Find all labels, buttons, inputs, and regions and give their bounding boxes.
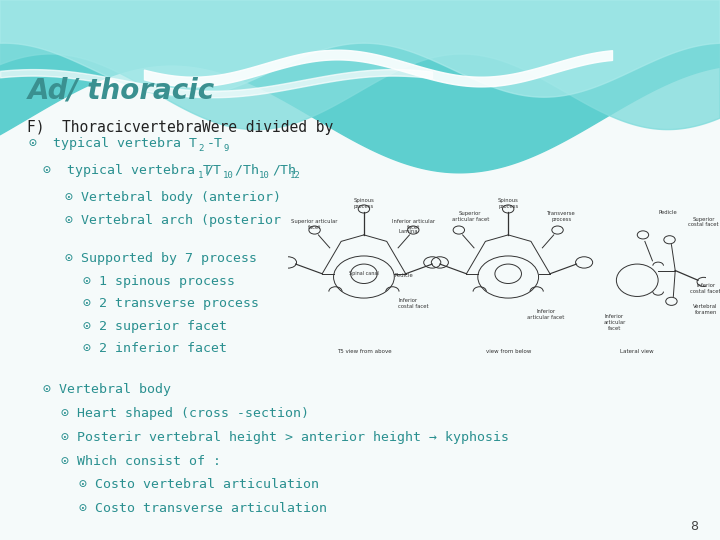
Text: ⊙ 2 superior facet: ⊙ 2 superior facet [83,320,227,333]
Text: ⊙ Vertebral body (anterior): ⊙ Vertebral body (anterior) [65,191,281,204]
Text: ⊙  typical vertebra T: ⊙ typical vertebra T [29,137,197,150]
Text: Transverse
costal facet: Transverse costal facet [0,539,1,540]
Text: 9: 9 [224,144,229,153]
Text: Superior
articular facet: Superior articular facet [451,211,489,222]
Text: 1: 1 [198,171,203,180]
Text: Lateral view: Lateral view [621,349,654,354]
Text: ⊙  typical vertebra T: ⊙ typical vertebra T [43,164,211,177]
Text: ⊙ Supported by 7 process: ⊙ Supported by 7 process [65,252,257,265]
Text: Pedicle: Pedicle [395,273,413,278]
Text: Lamina: Lamina [398,229,418,234]
Text: /Th: /Th [272,164,296,177]
Text: F)  ThoracicvertebraWere divided by: F) ThoracicvertebraWere divided by [27,120,333,136]
Text: Vertebral
foramen: Vertebral foramen [693,304,718,315]
Text: Spinous
process: Spinous process [498,198,518,209]
Text: Inferior
costal facet: Inferior costal facet [398,298,428,309]
Text: ⊙ 2 transverse process: ⊙ 2 transverse process [83,297,258,310]
Text: Spinous
process: Spinous process [354,198,374,209]
Text: ⊙ 1 spinous process: ⊙ 1 spinous process [83,275,235,288]
Text: Inferior
articular
facet: Inferior articular facet [603,314,626,330]
Text: Inferior
articular facet: Inferior articular facet [528,309,565,320]
Text: Inferior articular
facet: Inferior articular facet [392,219,435,230]
Text: 2: 2 [198,144,203,153]
Text: ⊙ Heart shaped (cross -section): ⊙ Heart shaped (cross -section) [61,407,309,420]
Text: ⊙ Posterir vertebral height > anterior height → kyphosis: ⊙ Posterir vertebral height > anterior h… [61,431,509,444]
Text: 10: 10 [222,171,233,180]
Text: Superior articular
facet: Superior articular facet [292,219,338,230]
Text: ⊙ Vertebral body: ⊙ Vertebral body [43,383,171,396]
Text: /Th: /Th [235,164,267,177]
Text: ⊙ Costo transverse articulation: ⊙ Costo transverse articulation [79,502,327,515]
Text: Ad/ thoracic: Ad/ thoracic [27,77,215,105]
Text: 8: 8 [690,520,698,533]
Text: ⊙ 2 inferior facet: ⊙ 2 inferior facet [83,342,227,355]
Text: Transverse
process: Transverse process [547,211,576,222]
Text: Transverse
process: Transverse process [0,539,1,540]
Text: -T: -T [207,137,222,150]
Text: ⊙ Costo vertebral articulation: ⊙ Costo vertebral articulation [79,478,319,491]
Text: Spinal canal: Spinal canal [349,271,379,276]
Text: Superior
costal facet: Superior costal facet [688,217,719,227]
Text: Inferior
costal facet: Inferior costal facet [690,283,720,294]
Text: 12: 12 [289,171,300,180]
Text: Pedicle: Pedicle [658,210,677,215]
Text: T5 view from above: T5 view from above [337,349,391,354]
Text: ⊙ Which consist of :: ⊙ Which consist of : [61,455,221,468]
Text: Superior
costal
facet: Superior costal facet [0,539,1,540]
Text: 10: 10 [259,171,270,180]
Text: ⊙ Vertebral arch (posterior: ⊙ Vertebral arch (posterior [65,214,281,227]
Text: /T: /T [205,164,221,177]
Text: view from below: view from below [485,349,531,354]
